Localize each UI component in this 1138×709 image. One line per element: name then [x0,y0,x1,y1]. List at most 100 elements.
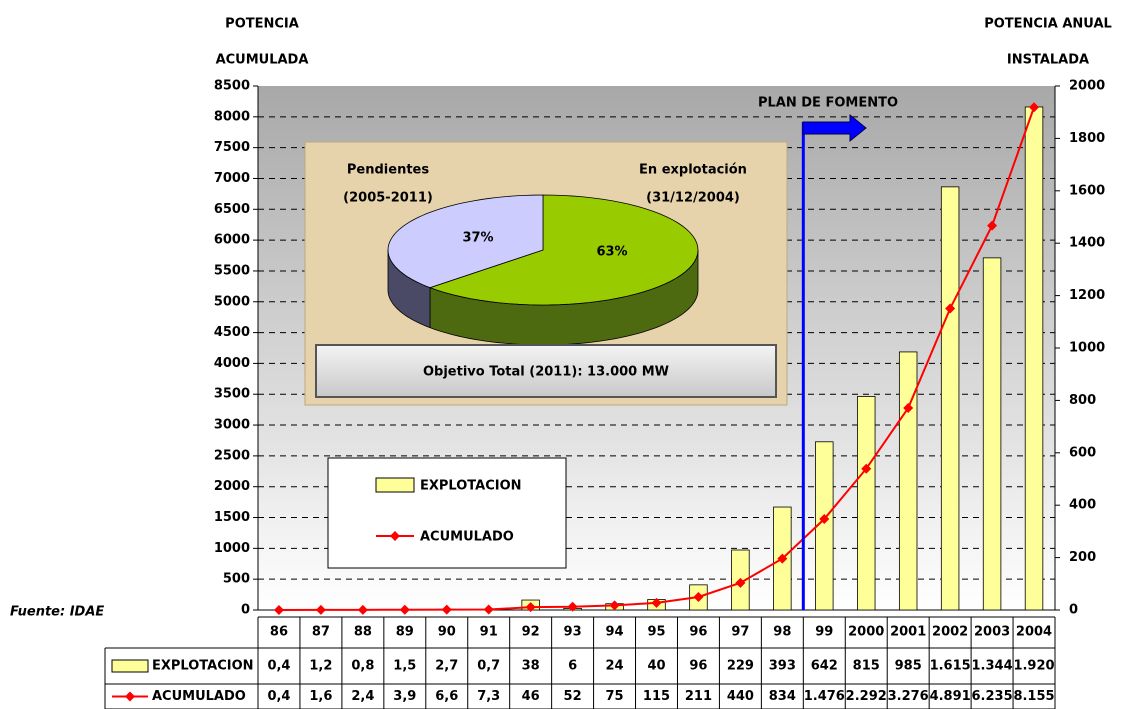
y2-tick-label: 800 [1069,393,1096,408]
table-value: 440 [727,689,754,704]
line-marker [777,553,788,564]
pie-label: En explotación [639,163,747,178]
x-tick-label: 87 [312,625,330,640]
table-value: 1.344 [972,659,1013,674]
bar [857,396,876,611]
line-marker [567,601,578,612]
line-marker [357,604,368,615]
table-value: 6 [568,659,577,674]
annotation: PLAN DE FOMENTO [758,96,898,111]
y2-tick-label: 400 [1069,498,1096,513]
table-value: 229 [727,659,754,674]
x-tick-label: 2001 [890,625,926,640]
table-value: 1.615 [930,659,971,674]
x-tick-label: 89 [396,625,414,640]
legend-swatch [375,477,415,493]
line-marker [399,604,410,615]
table-value: 96 [689,659,707,674]
table-value: 3.276 [888,689,929,704]
line-marker [945,303,956,314]
y-tick-label: 8000 [214,109,250,124]
table-value: 985 [895,659,922,674]
y-tick-label: 1500 [214,510,250,525]
bar [898,351,918,611]
line-marker [525,602,536,613]
table-value: 0,4 [267,659,290,674]
y-tick-label: 3000 [214,418,250,433]
table-value: 75 [606,689,624,704]
y-tick-label: 5500 [214,263,250,278]
table-value: 0,7 [477,659,500,674]
pie-label: (31/12/2004) [646,191,740,206]
x-tick-label: 99 [815,625,833,640]
table-value: 6.235 [972,689,1013,704]
y-tick-label: 4500 [214,325,250,340]
y-tick-label: 2000 [214,479,250,494]
x-tick-label: 86 [270,625,288,640]
table-value: 1.920 [1013,659,1054,674]
table-value: 7,3 [477,689,500,704]
source: Fuente: IDAE [10,605,104,620]
bar [940,186,960,611]
table-value: 1.476 [804,689,845,704]
x-tick-label: 94 [606,625,624,640]
table-series-label: EXPLOTACION [152,659,254,674]
table-value: 2,4 [351,689,374,704]
y2-axis-title: INSTALADA [1007,53,1089,68]
x-tick-label: 98 [773,625,791,640]
x-tick-label: 90 [438,625,456,640]
table-value: 2,7 [435,659,458,674]
table-value: 834 [769,689,796,704]
line-marker [315,604,326,615]
x-tick-label: 2000 [848,625,884,640]
line-marker [987,220,998,231]
line-marker [1029,102,1040,113]
table-value: 211 [685,689,712,704]
y-axis-title: ACUMULADA [216,53,309,68]
table-value: 1,2 [309,659,332,674]
x-tick-label: 93 [564,625,582,640]
bar [1024,106,1044,611]
x-tick-label: 96 [689,625,707,640]
x-tick-label: 91 [480,625,498,640]
line-marker [903,403,914,414]
table-value: 115 [643,689,670,704]
x-tick-label: 88 [354,625,372,640]
y-tick-label: 0 [241,603,250,618]
y2-tick-label: 1200 [1069,288,1105,303]
pie-value-label: 63% [596,245,627,260]
table-value: 3,9 [393,689,416,704]
y2-tick-label: 200 [1069,550,1096,565]
pie-value-label: 37% [462,231,493,246]
table-value: 38 [522,659,540,674]
pie-label: (2005-2011) [343,191,433,206]
x-tick-label: 2004 [1016,625,1052,640]
x-tick-label: 95 [647,625,665,640]
line-marker [861,463,872,474]
table-swatch [111,659,149,673]
annotation-arrow [802,113,867,143]
line-marker [441,604,452,615]
line-marker [693,591,704,602]
y-tick-label: 6500 [214,202,250,217]
table-value: 8.155 [1013,689,1054,704]
y-tick-label: 7000 [214,171,250,186]
y2-axis-title: POTENCIA ANUAL [984,17,1112,32]
y2-tick-label: 1800 [1069,131,1105,146]
y-tick-label: 500 [223,572,250,587]
legend-marker [390,531,400,541]
y2-tick-label: 0 [1069,603,1078,618]
pie-slice [428,194,699,306]
bar [815,441,834,611]
line-marker [609,600,620,611]
y-axis-title: POTENCIA [225,17,299,32]
y2-tick-label: 1400 [1069,236,1105,251]
table-value: 1,6 [309,689,332,704]
line-marker [819,514,830,525]
y2-tick-label: 600 [1069,445,1096,460]
y-tick-label: 5000 [214,294,250,309]
table-value: 6,6 [435,689,458,704]
table-value: 0,8 [351,659,374,674]
table-value: 52 [564,689,582,704]
